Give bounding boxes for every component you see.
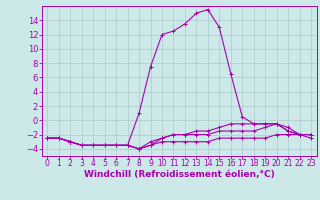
X-axis label: Windchill (Refroidissement éolien,°C): Windchill (Refroidissement éolien,°C) [84,170,275,179]
